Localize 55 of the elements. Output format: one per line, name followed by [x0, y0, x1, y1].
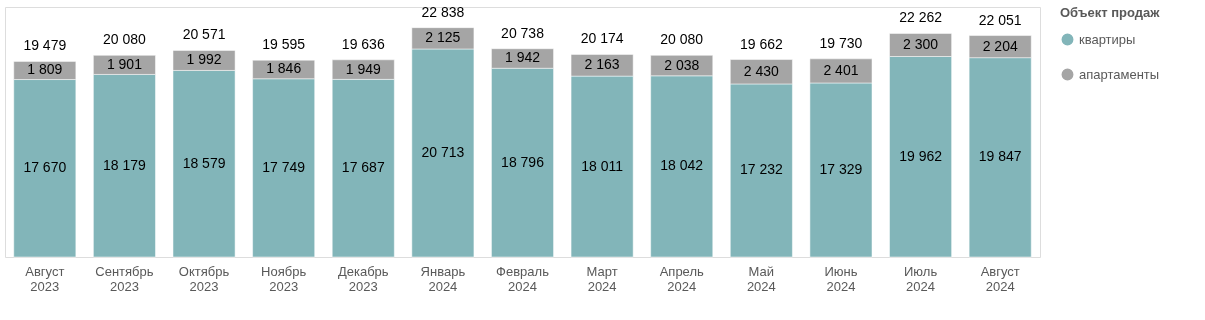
- data-label: 1 992: [186, 51, 222, 68]
- data-label: 18 796: [501, 153, 545, 170]
- total-label: 19 595: [262, 36, 306, 53]
- x-tick-label: Декабрь 2023: [337, 263, 389, 294]
- data-label: 2 430: [743, 62, 780, 79]
- data-label: 1 942: [504, 49, 541, 66]
- total-label: 20 080: [660, 31, 704, 48]
- total-label: 20 571: [182, 26, 226, 43]
- total-label: 19 730: [819, 34, 863, 51]
- data-label: 17 749: [262, 158, 306, 175]
- legend-label: квартиры: [1079, 31, 1136, 47]
- x-tick-label: Январь 2024: [420, 263, 466, 294]
- total-label: 20 080: [103, 31, 147, 48]
- data-label: 2 204: [982, 37, 1018, 54]
- x-tick-label: Сентябрь 2023: [95, 263, 154, 294]
- x-tick-label: Июнь 2024: [824, 263, 858, 294]
- x-tick-label: Май 2024: [746, 263, 776, 294]
- data-label: 1 949: [345, 60, 381, 77]
- data-label: 19 847: [978, 148, 1022, 165]
- total-label: 19 479: [23, 37, 67, 54]
- x-tick-label: Ноябрь 2023: [261, 263, 307, 294]
- data-label: 2 300: [903, 35, 939, 52]
- data-label: 2 125: [425, 29, 461, 46]
- data-label: 17 670: [23, 159, 67, 176]
- data-label: 18 179: [103, 156, 147, 173]
- data-label: 2 038: [664, 56, 700, 73]
- data-label: 18 042: [660, 157, 704, 174]
- x-tick-label: Апрель 2024: [659, 263, 704, 294]
- data-label: 18 011: [581, 157, 624, 174]
- data-label: 18 579: [182, 154, 226, 171]
- x-tick-label: Июль 2024: [903, 263, 938, 294]
- x-tick-label: Август 2024: [980, 263, 1020, 294]
- total-label: 19 662: [739, 35, 783, 52]
- data-label: 1 901: [106, 55, 143, 72]
- data-label: 2 401: [823, 61, 859, 78]
- data-label: 17 329: [819, 160, 863, 177]
- data-label: 17 687: [341, 159, 385, 176]
- data-label: 1 809: [27, 61, 63, 78]
- legend-title: Объект продаж: [1060, 5, 1161, 20]
- total-label: 19 636: [341, 35, 385, 52]
- data-label: 2 163: [584, 56, 620, 73]
- total-label: 22 051: [978, 11, 1022, 28]
- total-label: 20 738: [501, 24, 545, 41]
- x-tick-label: Февраль 2024: [496, 263, 550, 294]
- legend-label: апартаменты: [1079, 66, 1160, 82]
- x-tick-label: Октябрь 2023: [178, 263, 230, 294]
- data-label: 19 962: [899, 147, 943, 164]
- data-label: 20 713: [421, 143, 465, 160]
- total-label: 22 262: [899, 9, 943, 26]
- x-tick-label: Август 2023: [25, 263, 65, 294]
- total-label: 22 838: [421, 3, 465, 20]
- total-label: 20 174: [580, 30, 624, 47]
- data-label: 1 846: [266, 60, 302, 77]
- data-label: 17 232: [739, 161, 783, 178]
- x-tick-label: Март 2024: [586, 263, 618, 294]
